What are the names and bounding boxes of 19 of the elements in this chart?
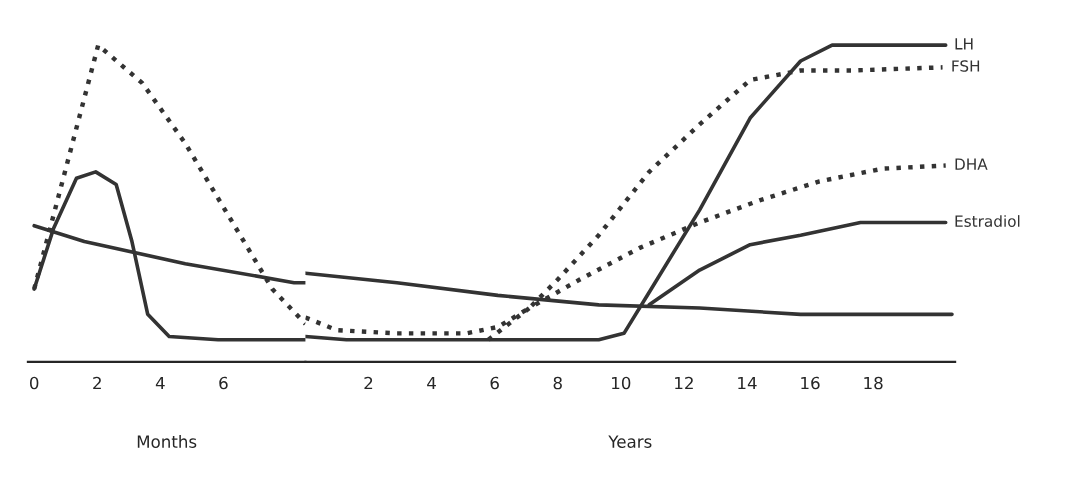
series-label: FSH — [952, 60, 980, 72]
x-tick-label: 0 — [29, 376, 39, 390]
series-label: Estradiol — [955, 215, 1020, 227]
x-tick-label: 10 — [612, 376, 631, 390]
x-tick-label: 6 — [219, 376, 228, 390]
x-tick-label: 12 — [675, 376, 693, 390]
series-label: DHA — [955, 158, 988, 170]
x-tick-label: 18 — [864, 376, 883, 390]
text: Months — [137, 435, 197, 448]
x-tick-label: 4 — [427, 376, 436, 390]
x-tick-label: 8 — [553, 376, 562, 390]
x-tick-label: 2 — [93, 376, 101, 390]
x-tick-label: 14 — [738, 376, 757, 390]
x-tick-label: 2 — [364, 376, 373, 390]
series-label: LH — [955, 38, 973, 50]
x-tick-label: 4 — [155, 376, 165, 390]
x-tick-label: 6 — [490, 376, 499, 390]
x-tick-label: 16 — [801, 376, 820, 390]
text: Years — [608, 435, 652, 448]
